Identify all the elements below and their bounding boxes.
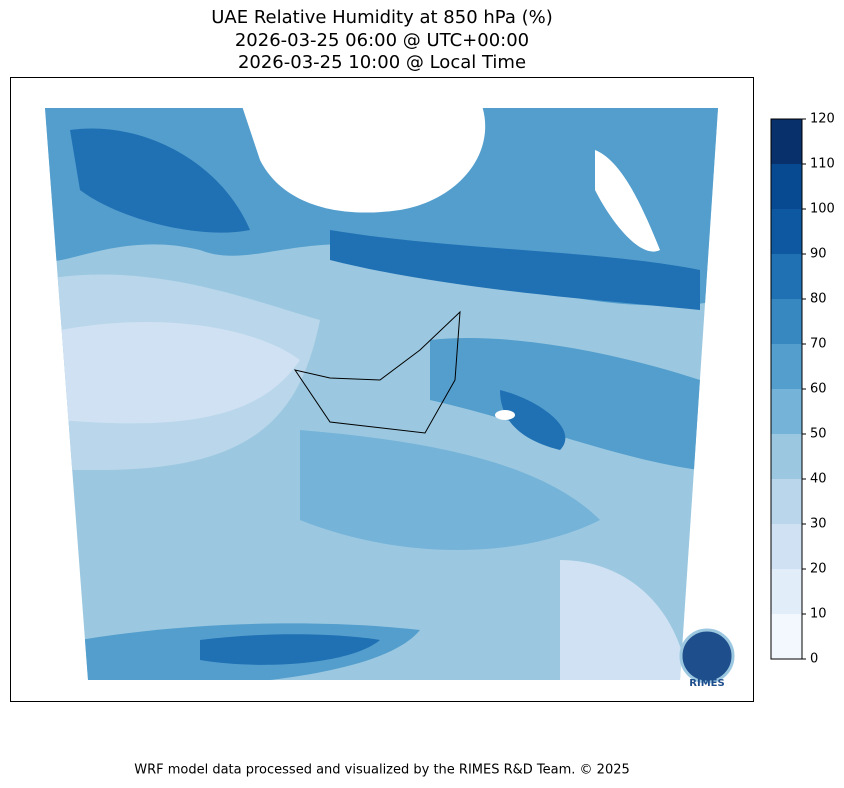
title-line: 2026-03-25 10:00 @ Local Time	[238, 52, 526, 73]
title-line: UAE Relative Humidity at 850 hPa (%)	[211, 7, 552, 28]
colorbar-tick-label: 60	[810, 382, 827, 397]
colorbar-segment	[771, 524, 802, 569]
colorbar-tick-label: 80	[810, 292, 827, 307]
colorbar-segment	[771, 479, 802, 524]
colorbar-tick-label: 20	[810, 562, 827, 577]
colorbar-segment	[771, 614, 802, 659]
colorbar-segment	[771, 434, 802, 479]
colorbar-tick-label: 50	[810, 427, 827, 442]
colorbar-tick-label: 10	[810, 607, 827, 622]
colorbar-tick-label: 0	[810, 652, 818, 667]
logo-badge	[679, 628, 735, 684]
colorbar: 0 10 20 30 40 50 60 70 80 90 100 110 120	[770, 112, 835, 667]
map-frame	[10, 77, 754, 702]
country-border	[293, 310, 461, 434]
colorbar-segment	[771, 299, 802, 344]
colorbar-segment	[771, 254, 802, 299]
footer: WRF model data processed and visualized …	[134, 763, 630, 778]
colorbar-segment	[771, 164, 802, 209]
colorbar-tick-label: 110	[810, 157, 835, 172]
colorbar-segment	[771, 344, 802, 389]
colorbar-tick-label: 70	[810, 337, 827, 352]
colorbar-segment	[771, 209, 802, 254]
colorbar-tick-label: 30	[810, 517, 827, 532]
colorbar-tick-label: 100	[810, 202, 835, 217]
colorbar-tick-label: 120	[810, 112, 835, 127]
logo-text: RIMES	[689, 678, 724, 689]
colorbar-tick-label: 90	[810, 247, 827, 262]
humidity-field	[45, 108, 718, 680]
colorbar-tick-label: 40	[810, 472, 827, 487]
colorbar-segment	[771, 389, 802, 434]
colorbar-segment	[771, 119, 802, 164]
title-line: 2026-03-25 06:00 @ UTC+00:00	[235, 30, 529, 51]
colorbar-segment	[771, 569, 802, 614]
